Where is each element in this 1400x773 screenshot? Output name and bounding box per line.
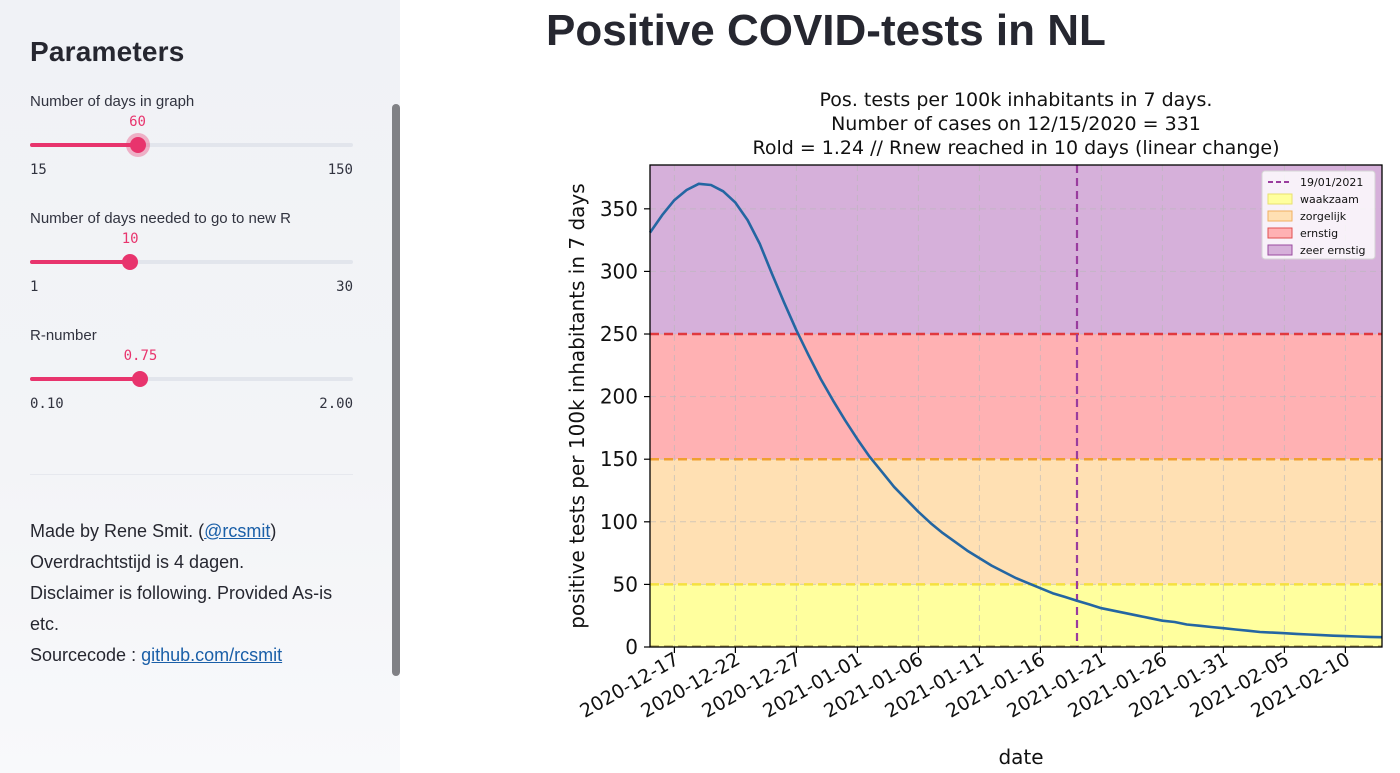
- slider-fill: [30, 143, 138, 147]
- legend-patch: [1267, 193, 1293, 205]
- r-number-label: R-number: [30, 327, 97, 344]
- y-tick-label: 50: [613, 572, 638, 596]
- slider-max-label: 30: [336, 279, 353, 295]
- y-tick-label: 150: [600, 447, 638, 471]
- days-in-graph-slider[interactable]: [30, 137, 353, 153]
- made-by-text: Made by Rene Smit. (: [30, 521, 205, 541]
- sourcecode-line: Sourcecode : github.com/rcsmit: [30, 640, 355, 671]
- legend-patch: [1267, 210, 1293, 222]
- x-axis-label: date: [998, 745, 1043, 769]
- chart-legend: 19/01/2021 waakzaam zorgelijk ernstig zeer e…: [1261, 170, 1376, 260]
- y-tick-label: 250: [600, 322, 638, 346]
- slider-min-label: 15: [30, 162, 47, 178]
- r-number-slider[interactable]: [30, 371, 353, 387]
- chart-title-line: Number of cases on 12/15/2020 = 331: [831, 113, 1201, 135]
- y-tick-label: 350: [600, 197, 638, 221]
- days-to-new-r-slider[interactable]: [30, 254, 353, 270]
- slider-fill: [30, 377, 141, 381]
- legend-patch: [1267, 227, 1293, 239]
- plot-frame: [649, 164, 1383, 648]
- days-in-graph-label: Number of days in graph: [30, 93, 195, 110]
- legend-label: zeer ernstig: [1300, 244, 1365, 257]
- legend-label: 19/01/2021: [1300, 176, 1363, 189]
- sourcecode-label: Sourcecode :: [30, 645, 142, 665]
- y-tick-label: 200: [600, 385, 638, 409]
- about-text: Made by Rene Smit. (@rcsmit) Overdrachts…: [30, 516, 355, 671]
- series-line: [648, 182, 1383, 639]
- legend-label: zorgelijk: [1300, 210, 1347, 223]
- slider-thumb[interactable]: [132, 371, 149, 387]
- y-tick-label: 100: [600, 510, 638, 534]
- made-by-suffix: ): [270, 521, 277, 541]
- y-tick-label: 0: [625, 635, 638, 659]
- slider-min-label: 1: [30, 279, 39, 295]
- slider-max-label: 150: [327, 162, 353, 178]
- sidebar-title: Parameters: [30, 36, 185, 67]
- sidebar-divider: [30, 474, 353, 475]
- chart-title-line: Pos. tests per 100k inhabitants in 7 day…: [820, 89, 1213, 111]
- days-to-new-r-label: Number of days needed to go to new R: [30, 210, 291, 227]
- covid-chart: Pos. tests per 100k inhabitants in 7 day…: [565, 89, 1383, 769]
- legend-label: waakzaam: [1300, 193, 1359, 206]
- slider-thumb[interactable]: [122, 254, 139, 270]
- days-to-new-r-value: 10: [121, 231, 139, 247]
- band-zeer-ernstig: [650, 165, 1382, 335]
- chart-title-line: Rold = 1.24 // Rnew reached in 10 days (…: [752, 137, 1279, 159]
- disclaimer-line: Disclaimer is following. Provided As-is …: [30, 583, 333, 634]
- slider-max-label: 2.00: [319, 396, 353, 412]
- slider-thumb[interactable]: [129, 137, 146, 153]
- made-by-line: Made by Rene Smit. (@rcsmit): [30, 516, 355, 547]
- sidebar-scrollbar[interactable]: [392, 104, 400, 676]
- legend-label: ernstig: [1300, 227, 1338, 240]
- y-axis-label: positive tests per 100k inhabitants in 7…: [565, 183, 589, 628]
- y-tick-label: 300: [600, 259, 638, 283]
- page-title: Positive COVID-tests in NL: [546, 6, 1106, 55]
- legend-patch: [1267, 244, 1293, 256]
- twitter-link[interactable]: @rcsmit: [204, 521, 271, 541]
- sidebar: Parameters Number of days in graph 60 15…: [0, 0, 400, 773]
- slider-fill: [30, 260, 131, 264]
- github-link[interactable]: github.com/rcsmit: [141, 645, 283, 665]
- transmission-line: Overdrachtstijd is 4 dagen.: [30, 552, 245, 572]
- band-waakzaam: [650, 584, 1382, 647]
- r-number-value: 0.75: [123, 348, 158, 364]
- days-in-graph-value: 60: [129, 114, 146, 130]
- slider-min-label: 0.10: [30, 396, 64, 412]
